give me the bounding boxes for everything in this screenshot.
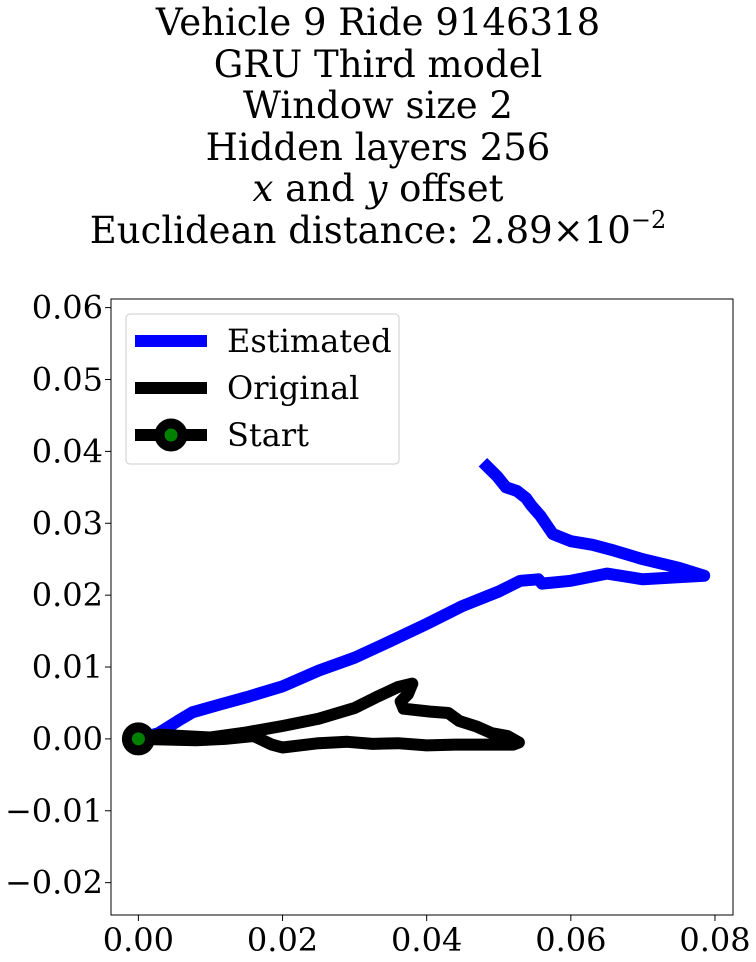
legend-label-estimated: Estimated [227, 322, 392, 360]
y-tick-label: 0.00 [32, 720, 103, 758]
y-tick-label: −0.02 [5, 864, 103, 902]
legend-label-original: Original [227, 369, 359, 407]
legend: Estimated Original Start [126, 314, 399, 464]
x-tick-label: 0.06 [535, 921, 606, 959]
start-marker [127, 727, 150, 750]
y-tick-label: 0.02 [32, 576, 103, 614]
series-line-estimated [138, 462, 704, 739]
legend-marker-start [160, 424, 183, 447]
x-tick-label: 0.00 [103, 921, 174, 959]
legend-label-start: Start [227, 416, 309, 454]
x-tick-label: 0.04 [391, 921, 462, 959]
y-tick-label: 0.01 [32, 648, 103, 686]
x-tick-label: 0.02 [247, 921, 318, 959]
y-tick-label: −0.01 [5, 792, 103, 830]
y-tick-label: 0.03 [32, 504, 103, 542]
y-tick-label: 0.04 [32, 432, 103, 470]
series-layer [127, 462, 704, 750]
y-tick-label: 0.05 [32, 361, 103, 399]
x-tick-label: 0.08 [679, 921, 750, 959]
y-tick-label: 0.06 [32, 289, 103, 327]
